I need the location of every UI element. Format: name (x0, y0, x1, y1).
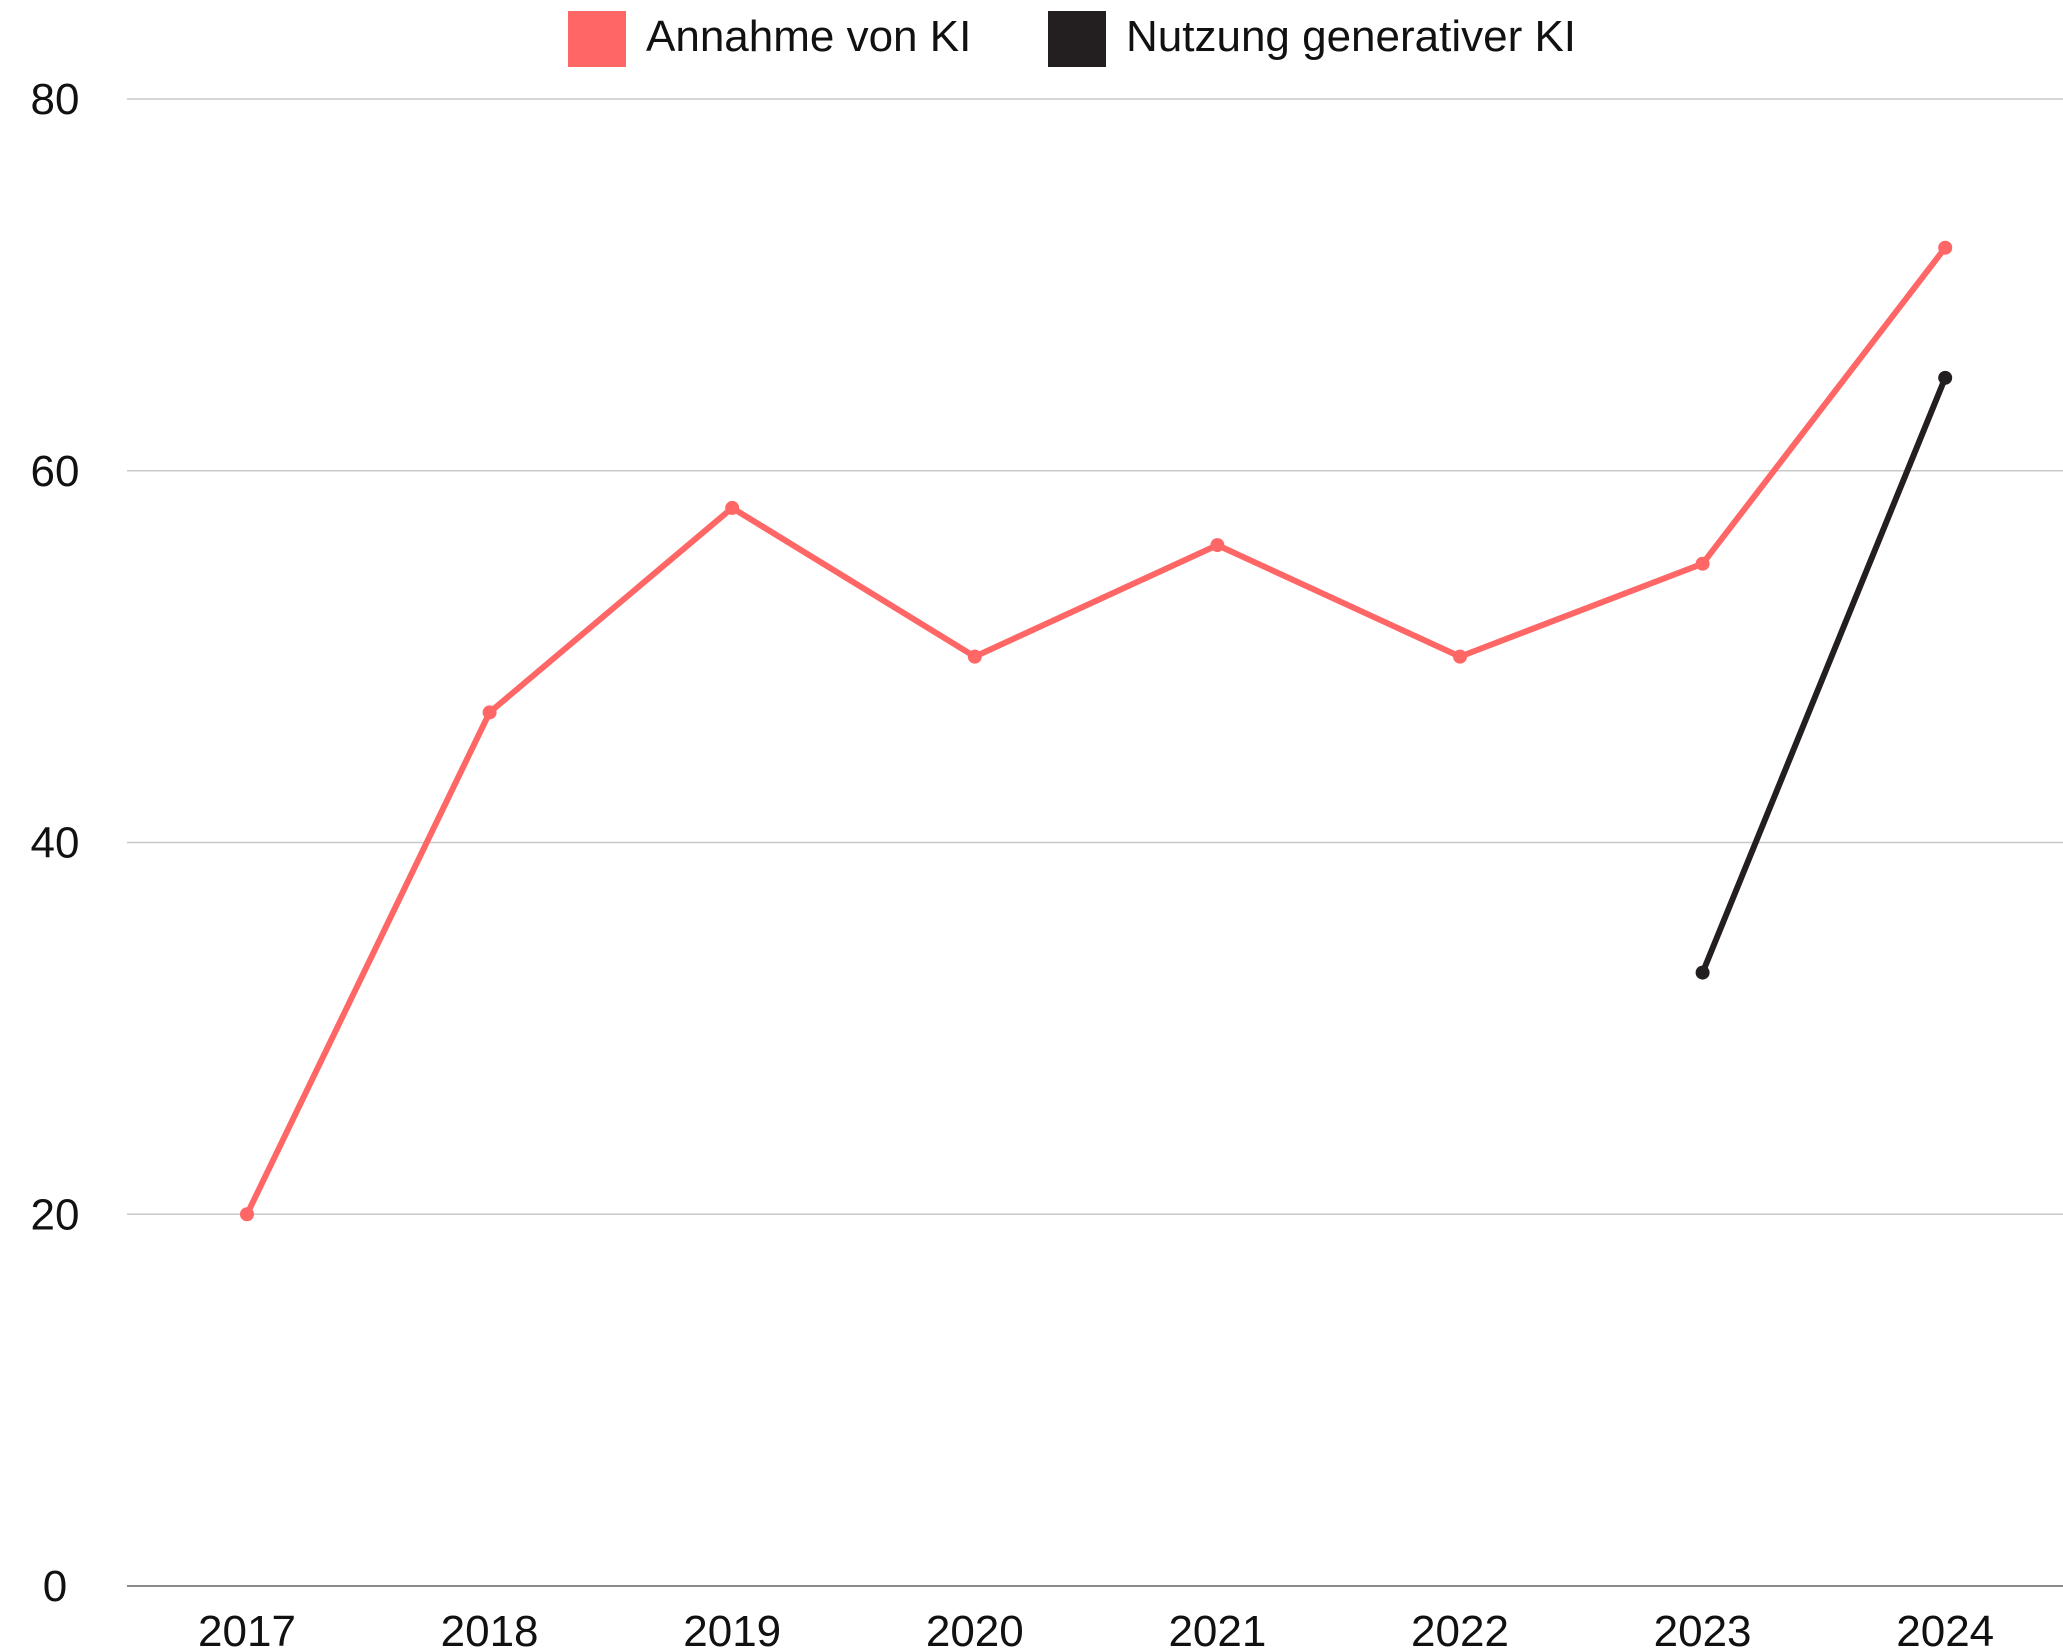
y-tick-label: 20 (31, 1190, 80, 1239)
x-tick-label: 2018 (441, 1607, 539, 1651)
data-point (240, 1207, 254, 1222)
legend: Annahme von KI Nutzung generativer KI (568, 11, 1576, 67)
x-tick-label: 2022 (1411, 1607, 1509, 1651)
legend-label: Annahme von KI (646, 12, 971, 61)
data-point (1453, 649, 1467, 664)
series-line-2 (1699, 374, 1949, 976)
legend-item-1: Annahme von KI (568, 11, 971, 67)
legend-swatch (1048, 11, 1106, 67)
data-point (967, 649, 982, 664)
y-tick-label: 60 (31, 447, 80, 496)
data-point (1938, 240, 1953, 255)
x-tick-label: 2024 (1896, 1607, 1994, 1651)
y-tick-label: 80 (31, 75, 80, 124)
legend-swatch (568, 11, 626, 67)
x-tick-label: 2017 (198, 1607, 296, 1651)
data-point (1938, 370, 1953, 385)
gridlines (127, 98, 2063, 1587)
y-tick-label: 40 (31, 819, 80, 868)
x-tick-label: 2021 (1168, 1607, 1266, 1651)
data-point (725, 500, 740, 515)
y-axis-ticks: 0 20 40 60 80 (31, 75, 80, 1611)
series-line-1 (244, 244, 1949, 1218)
legend-item-2: Nutzung generativer KI (1048, 11, 1576, 67)
data-point (1695, 965, 1710, 980)
x-axis-ticks: 2017 2018 2019 2020 2021 2022 2023 2024 (198, 1607, 1994, 1651)
data-point (482, 705, 497, 720)
x-tick-label: 2019 (683, 1607, 781, 1651)
x-tick-label: 2020 (926, 1607, 1024, 1651)
y-tick-label: 0 (43, 1562, 67, 1611)
x-tick-label: 2023 (1654, 1607, 1752, 1651)
data-point (1210, 538, 1225, 553)
legend-label: Nutzung generativer KI (1126, 12, 1576, 61)
data-point (1695, 556, 1710, 571)
series-group (240, 240, 1953, 1222)
